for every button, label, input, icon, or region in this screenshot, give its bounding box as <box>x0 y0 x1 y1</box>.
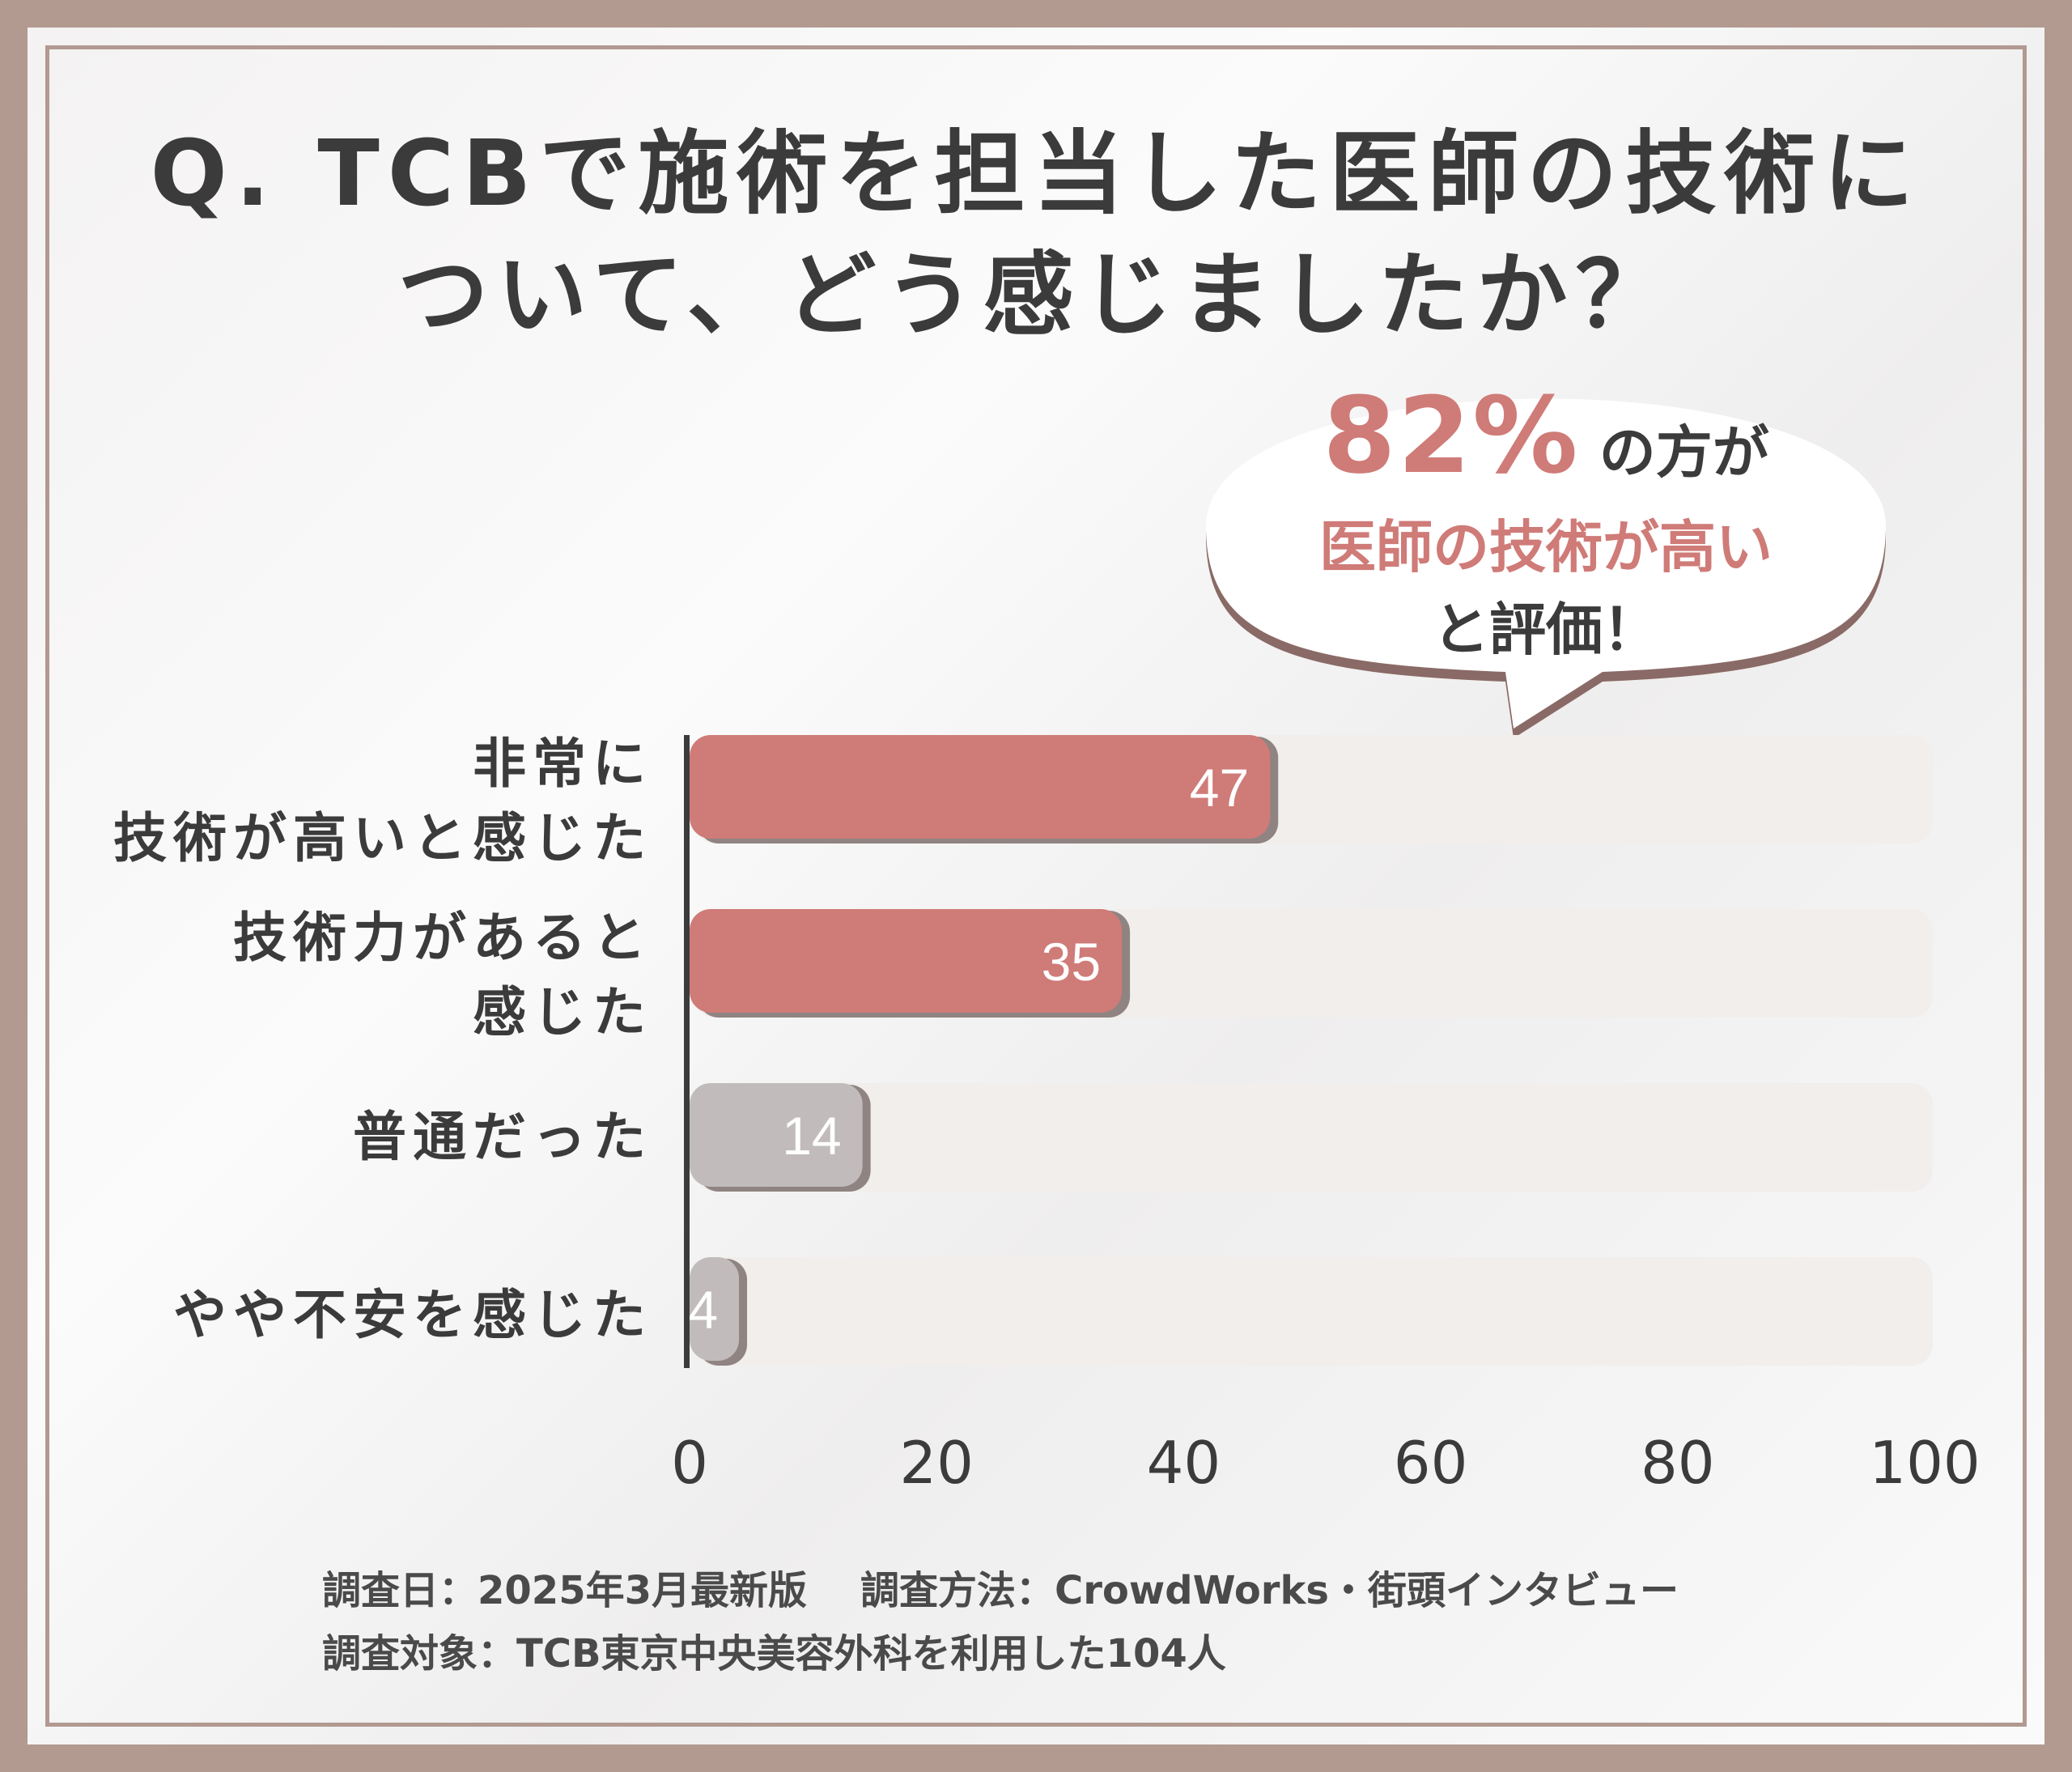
callout-dot-small <box>1381 769 1400 788</box>
category-label-line: 感じた <box>473 981 652 1043</box>
infographic-card <box>28 28 2044 1744</box>
category-label: 技術力があると感じた <box>233 901 652 1050</box>
category-label-line: 技術力があると <box>233 907 652 969</box>
category-label: 普通だった <box>353 1100 652 1175</box>
footer-line-1: 調査日：2025年3月最新版 調査方法：CrowdWorks・街頭インタビュー <box>322 1558 1679 1615</box>
category-label-line: やや不安を感じた <box>173 1284 652 1346</box>
category-label-line: 技術が高いと感じた <box>113 807 652 869</box>
callout-suffix: の方が <box>1599 419 1769 486</box>
callout-line-3: と評価！ <box>1433 597 1659 663</box>
callout-dot-large <box>1416 736 1450 770</box>
question-title-line-1: Q. TCBで施術を担当した医師の技術に <box>150 121 1922 227</box>
category-label: やや不安を感じた <box>173 1278 652 1353</box>
question-title-line-2: ついて、どう感じましたか？ <box>397 243 1675 348</box>
survey-method: 調査方法：CrowdWorks・街頭インタビュー <box>860 1568 1679 1613</box>
callout-percent: 82% <box>1323 374 1580 497</box>
category-label: 非常に技術が高いと感じた <box>113 727 652 876</box>
category-label-line: 普通だった <box>353 1106 652 1168</box>
survey-target: 調査対象：TCB東京中央美容外科を利用した104人 <box>322 1631 1226 1676</box>
category-label-line: 非常に <box>473 733 652 795</box>
callout-bubble <box>1206 398 1886 788</box>
callout-line-2: 医師の技術が高い <box>1319 514 1773 580</box>
callout-bubble-body <box>1206 398 1886 729</box>
survey-date: 調査日：2025年3月最新版 <box>322 1568 807 1613</box>
callout-line-1: 82% の方が <box>1182 374 1910 497</box>
